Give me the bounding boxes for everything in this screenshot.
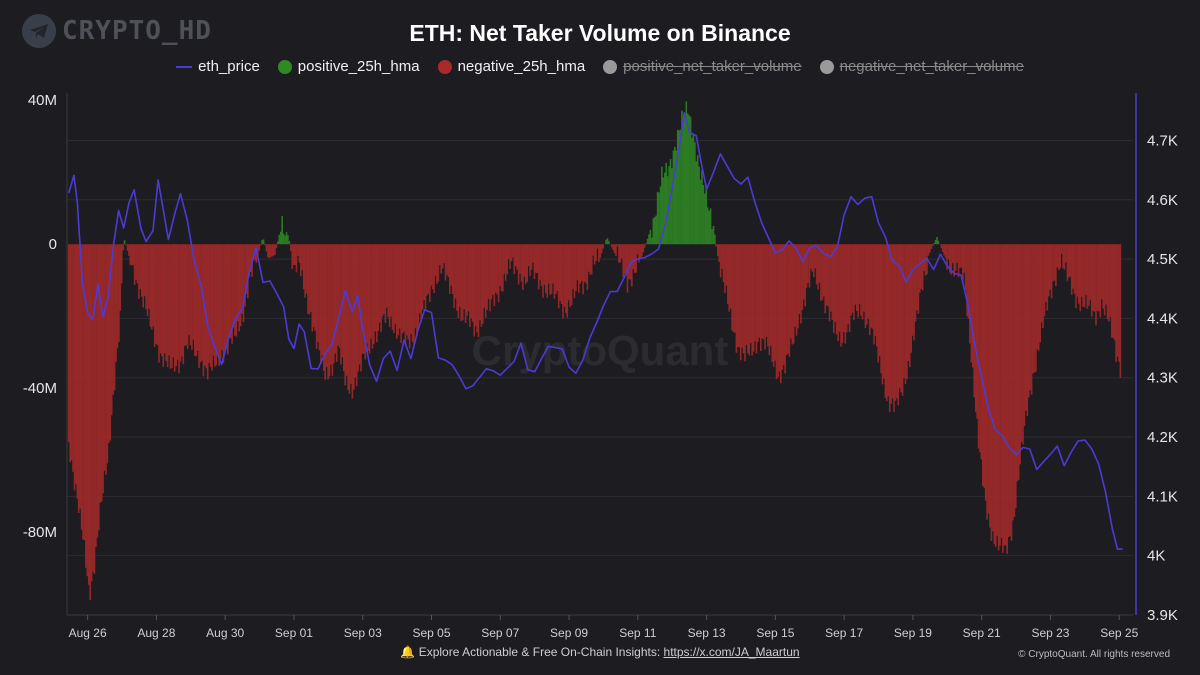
y-right-tick-label: 4K xyxy=(1147,548,1165,565)
y-right-tick-label: 4.6K xyxy=(1147,192,1178,209)
footer-text: Explore Actionable & Free On-Chain Insig… xyxy=(418,645,661,659)
x-tick-label: Sep 09 xyxy=(550,626,588,640)
y-right-tick-label: 4.5K xyxy=(1147,251,1178,268)
grid xyxy=(67,139,1133,616)
legend-swatch xyxy=(176,65,193,68)
copyright: © CryptoQuant. All rights reserved xyxy=(1018,649,1170,660)
x-tick-label: Sep 17 xyxy=(825,626,863,640)
y-right-tick-label: 4.7K xyxy=(1147,132,1178,149)
chart-title: ETH: Net Taker Volume on Binance xyxy=(409,20,791,46)
footer-link[interactable]: https://x.com/JA_Maartun xyxy=(663,645,800,659)
legend-label: negative_25h_hma xyxy=(457,58,586,75)
y-left-tick-label: -80M xyxy=(23,524,57,541)
x-tick-label: Sep 23 xyxy=(1031,626,1069,640)
legend-swatch xyxy=(603,59,618,74)
x-tick-label: Sep 13 xyxy=(688,626,726,640)
y-left-tick-label: 40M xyxy=(28,92,57,109)
x-tick-label: Sep 25 xyxy=(1100,626,1138,640)
bell-icon: 🔔 xyxy=(400,645,416,659)
y-right-tick-label: 3.9K xyxy=(1147,607,1178,624)
x-tick-label: Sep 05 xyxy=(412,626,450,640)
x-tick-label: Sep 15 xyxy=(756,626,794,640)
legend-item-positive-net-taker-volume[interactable]: positive_net_taker_volume xyxy=(603,58,802,75)
telegram-icon xyxy=(22,14,56,48)
legend-label: eth_price xyxy=(198,58,260,75)
y-right-tick-label: 4.2K xyxy=(1147,429,1178,446)
legend-label: negative_net_taker_volume xyxy=(839,58,1024,75)
eth-price-line xyxy=(67,112,1123,550)
brand-logo: CRYPTO_HD xyxy=(22,14,212,48)
x-tick-label: Aug 30 xyxy=(206,626,244,640)
legend-item-negative-25h-hma[interactable]: negative_25h_hma xyxy=(437,58,586,75)
x-tick-label: Aug 28 xyxy=(137,626,175,640)
x-tick-label: Sep 03 xyxy=(344,626,382,640)
watermark: CryptoQuant xyxy=(472,327,729,374)
x-tick-label: Sep 21 xyxy=(963,626,1001,640)
y-right-tick-label: 4.4K xyxy=(1147,310,1178,327)
legend-swatch xyxy=(277,59,292,74)
legend-label: positive_25h_hma xyxy=(297,58,420,75)
legend-label: positive_net_taker_volume xyxy=(623,58,802,75)
x-tick-label: Aug 26 xyxy=(69,626,107,640)
x-tick-label: Sep 01 xyxy=(275,626,313,640)
legend-swatch xyxy=(437,59,452,74)
y-left-tick-label: 0 xyxy=(49,236,57,253)
x-tick-label: Sep 19 xyxy=(894,626,932,640)
legend: eth_price positive_25h_hma negative_25h_hm… xyxy=(0,58,1200,75)
footer: 🔔 Explore Actionable & Free On-Chain Ins… xyxy=(0,645,1200,659)
x-tick-label: Sep 07 xyxy=(481,626,519,640)
x-tick-label: Sep 11 xyxy=(619,626,656,640)
legend-item-eth-price[interactable]: eth_price xyxy=(176,58,260,75)
y-left-tick-label: -40M xyxy=(23,380,57,397)
y-right-tick-label: 4.3K xyxy=(1147,370,1178,387)
brand-text: CRYPTO_HD xyxy=(62,16,212,46)
legend-item-positive-25h-hma[interactable]: positive_25h_hma xyxy=(277,58,420,75)
y-right-tick-label: 4.1K xyxy=(1147,488,1178,505)
legend-swatch xyxy=(819,59,834,74)
hma-bars xyxy=(67,101,1122,600)
legend-item-negative-net-taker-volume[interactable]: negative_net_taker_volume xyxy=(819,58,1024,75)
